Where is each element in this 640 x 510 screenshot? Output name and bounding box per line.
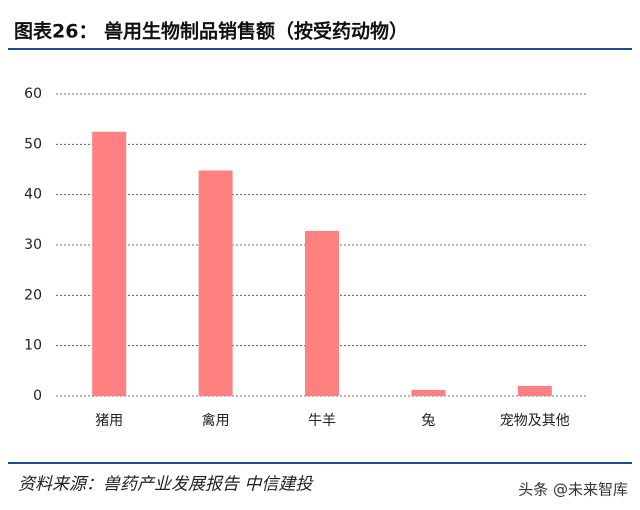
bar xyxy=(92,131,127,396)
y-tick-label: 40 xyxy=(24,187,42,203)
bar xyxy=(198,170,233,396)
y-tick-label: 10 xyxy=(24,338,42,354)
x-tick-label: 兔 xyxy=(421,413,435,429)
bar xyxy=(305,230,339,396)
x-tick-label: 牛羊 xyxy=(308,413,336,429)
chart-title: 图表26： 兽用生物制品销售额（按受药动物） xyxy=(14,20,408,43)
y-tick-label: 60 xyxy=(24,86,42,102)
y-tick-label: 0 xyxy=(33,388,42,404)
bar xyxy=(411,389,446,396)
x-tick-label: 宠物及其他 xyxy=(500,413,570,429)
y-tick-label: 50 xyxy=(24,136,42,152)
source-note: 资料来源：兽药产业发展报告 中信建投 xyxy=(18,475,314,495)
bar xyxy=(517,385,552,396)
watermark: 头条 @未来智库 xyxy=(518,481,628,499)
y-tick-label: 30 xyxy=(24,237,42,253)
x-tick-label: 禽用 xyxy=(202,412,230,429)
x-tick-label: 猪用 xyxy=(95,413,123,429)
y-tick-label: 20 xyxy=(24,287,42,303)
